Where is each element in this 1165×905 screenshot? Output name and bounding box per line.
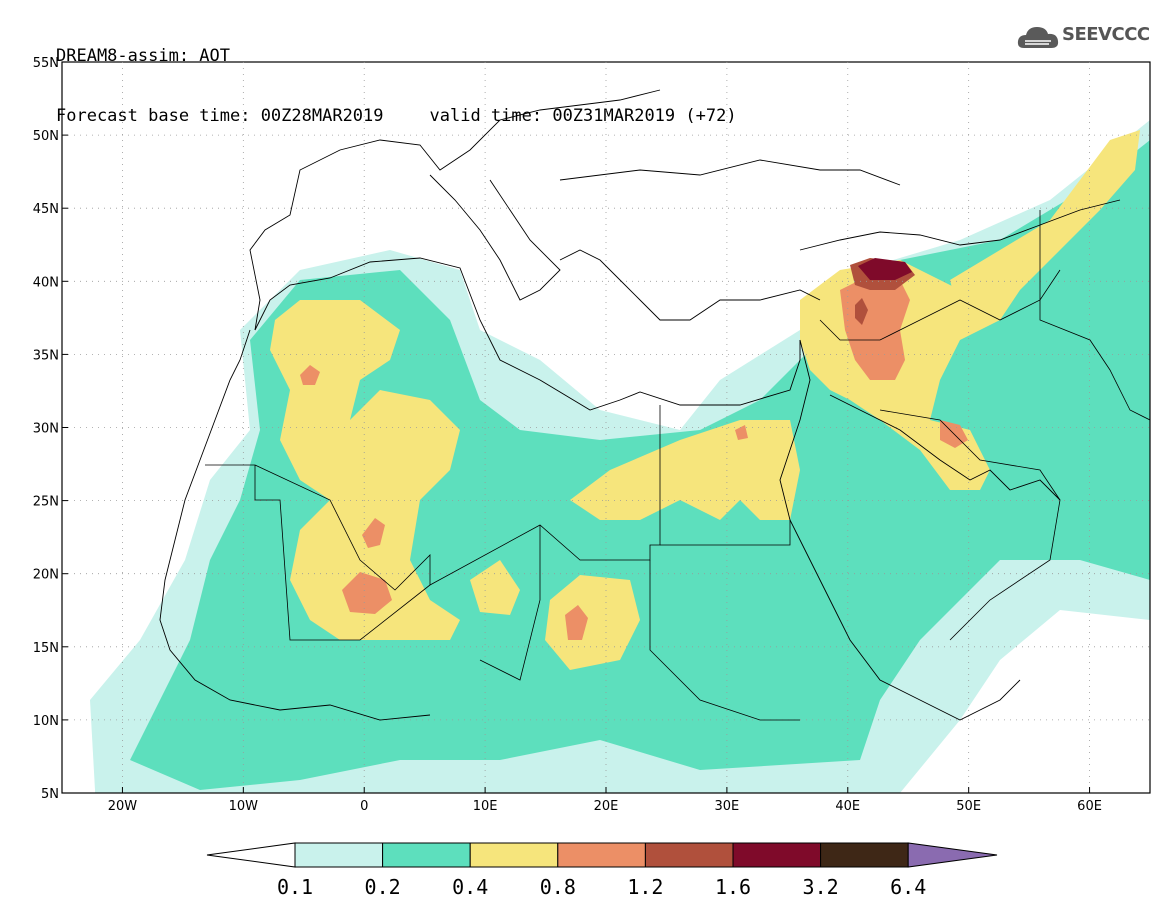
- longitude-ticks: 20W 10W 0 10E 20E 30E 40E 50E 60E: [108, 787, 1102, 814]
- colorbar-segment: [732, 842, 822, 868]
- lon-tick-label: 60E: [1077, 799, 1102, 814]
- colorbar-label: 0.8: [540, 875, 576, 899]
- colorbar-segment: [644, 842, 734, 868]
- lat-tick-label: 25N: [33, 495, 59, 510]
- time-row: Forecast base time: 00Z28MAR2019 valid ti…: [56, 106, 737, 126]
- aot-contour-0.8-west2: [362, 518, 385, 548]
- valid-time-label: valid time: 00Z31MAR2019 (+72): [429, 106, 737, 126]
- colorbar-segment: [294, 842, 384, 868]
- lon-tick-label: 10E: [473, 799, 498, 814]
- colorbar-label: 0.2: [365, 875, 401, 899]
- colorbar-label: 3.2: [803, 875, 839, 899]
- lat-tick-label: 35N: [33, 348, 59, 363]
- colorbar-segment: [557, 842, 646, 868]
- cloud-logo-icon: [1017, 27, 1059, 48]
- colorbar-label: 0.4: [452, 875, 488, 899]
- aot-contour-0.4-chad: [545, 575, 640, 670]
- aot-contour-0.8-chad: [565, 605, 588, 640]
- lat-tick-label: 40N: [33, 275, 59, 290]
- lon-tick-label: 30E: [715, 799, 740, 814]
- aot-contour-0.4-east: [570, 420, 800, 520]
- base-time-label: Forecast base time: 00Z28MAR2019: [56, 106, 384, 126]
- colorbar-label: 6.4: [890, 875, 926, 899]
- colorbar-under-arrow: [206, 842, 296, 868]
- graticule: [62, 62, 1150, 793]
- lon-tick-label: 40E: [835, 799, 860, 814]
- colorbar-over-arrow: [907, 842, 998, 868]
- colorbar: 0.1 0.2 0.4 0.8 1.2 1.6 3.2 6.4: [206, 842, 998, 899]
- lon-tick-label: 10W: [229, 799, 259, 814]
- colorbar-label: 0.1: [277, 875, 313, 899]
- aot-field: [90, 120, 1150, 793]
- colorbar-label: 1.6: [715, 875, 751, 899]
- lat-tick-label: 20N: [33, 568, 59, 583]
- logo-text: SEEVCCC: [1062, 24, 1150, 45]
- aot-contour-1.2-b: [855, 298, 868, 325]
- aot-contour-0.8-sinai: [735, 425, 748, 440]
- lat-tick-label: 5N: [41, 787, 59, 802]
- aot-contour-1.6: [858, 258, 912, 280]
- aot-contour-0.8-west: [342, 572, 392, 614]
- lat-tick-label: 30N: [33, 422, 59, 437]
- lon-tick-label: 50E: [956, 799, 981, 814]
- lat-tick-label: 45N: [33, 202, 59, 217]
- colorbar-segment: [469, 842, 559, 868]
- lat-tick-label: 55N: [33, 56, 59, 71]
- country-borders: [205, 210, 1150, 721]
- aot-contour-0.4-caspian: [950, 130, 1140, 320]
- lat-tick-label: 50N: [33, 129, 59, 144]
- colorbar-segment: [820, 842, 909, 868]
- lon-tick-label: 20E: [594, 799, 619, 814]
- aot-contour-0.8-iraq: [840, 275, 910, 380]
- aot-contour-0.4-west: [270, 300, 460, 640]
- lat-tick-label: 10N: [33, 714, 59, 729]
- lat-tick-label: 15N: [33, 641, 59, 656]
- colorbar-label: 1.2: [627, 875, 663, 899]
- colorbar-segment: [382, 842, 471, 868]
- aot-contour-0.8-west3: [300, 365, 320, 385]
- map-header: DREAM8-assim: AOT Forecast base time: 00…: [56, 6, 737, 146]
- seevccc-logo: SEEVCCC: [1016, 22, 1156, 54]
- lon-tick-label: 0: [360, 799, 368, 814]
- latitude-ticks: 55N 50N 45N 40N 35N 30N 25N 20N 15N 10N 5N: [33, 56, 68, 802]
- lon-tick-label: 20W: [108, 799, 138, 814]
- product-title: DREAM8-assim: AOT: [56, 46, 230, 66]
- coastlines: [159, 89, 1121, 721]
